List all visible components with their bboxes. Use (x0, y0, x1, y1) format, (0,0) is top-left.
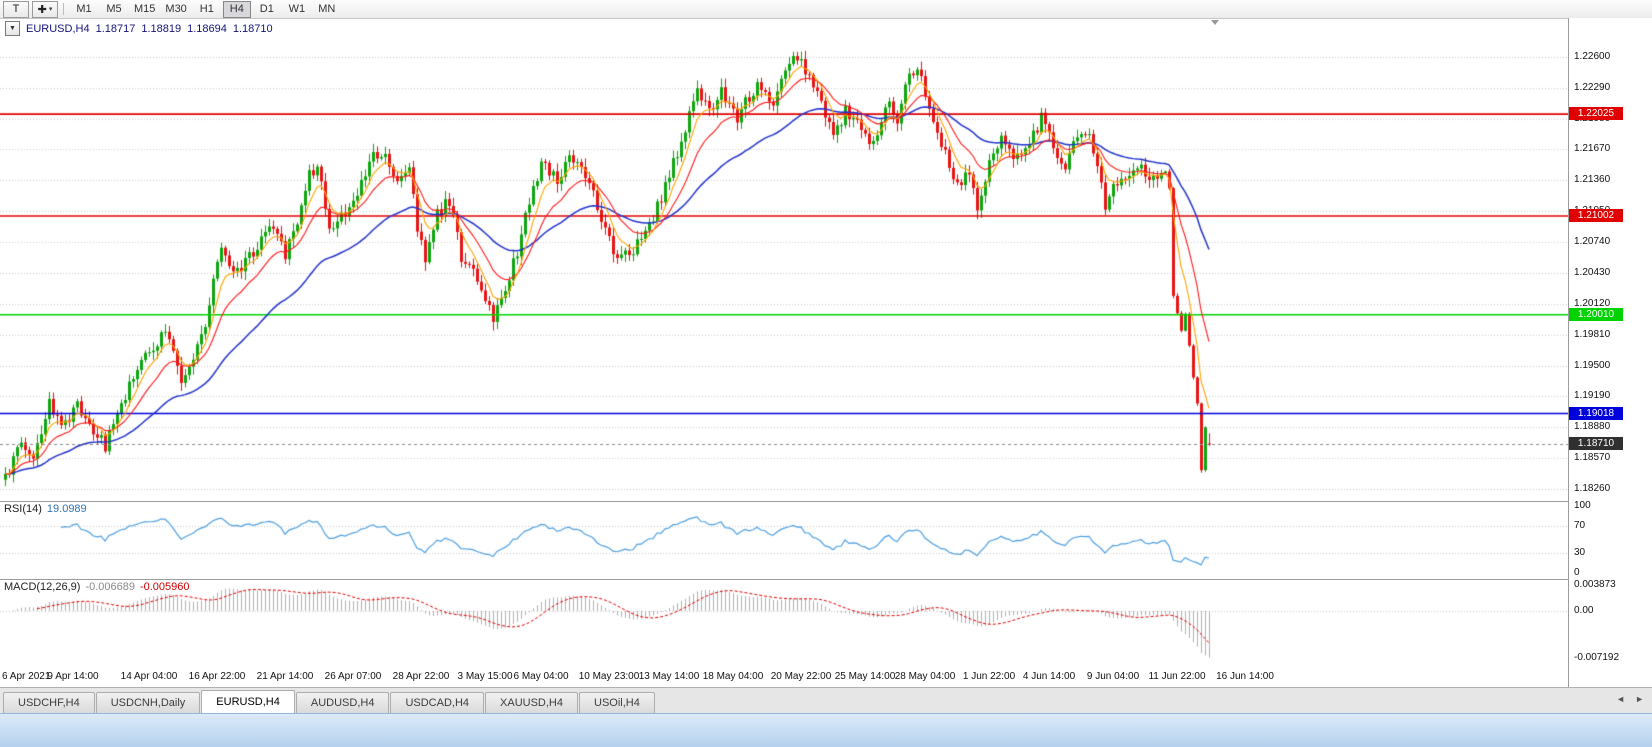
rsi-name: RSI(14) (4, 503, 42, 515)
macd-caption: MACD(12,26,9) -0.006689 -0.005960 (4, 581, 190, 593)
price-axis-label: 1.22600 (1574, 50, 1611, 62)
tools-button[interactable]: T (3, 0, 29, 18)
time-axis-label: 13 May 14:00 (638, 671, 700, 682)
pane-splitter[interactable] (0, 579, 1652, 580)
price-axis[interactable]: 1.226001.222901.219801.216701.213601.210… (1569, 18, 1652, 687)
one-click-trading-button[interactable]: ▼ (5, 21, 20, 36)
time-axis-label: 26 Apr 07:00 (324, 671, 382, 682)
rsi-axis-label: 100 (1574, 500, 1591, 511)
quote-open: 1.18717 (95, 22, 136, 35)
time-axis-label: 28 May 04:00 (894, 671, 956, 682)
timeframe-m15[interactable]: M15 (134, 3, 156, 15)
time-axis-label: 28 Apr 22:00 (392, 671, 450, 682)
symbol-label: EURUSD,H4 (26, 22, 90, 35)
rsi-axis-label: 0 (1574, 567, 1580, 578)
price-level-tag: 1.20010 (1569, 307, 1623, 321)
crosshair-icon: ✚ (37, 3, 47, 16)
price-axis-label: 1.19190 (1574, 390, 1611, 402)
time-axis-label: 16 Apr 22:00 (188, 671, 246, 682)
tab-scroll-right[interactable]: ► (1635, 694, 1644, 704)
time-axis-label: 4 Jun 14:00 (1022, 671, 1076, 682)
price-axis-label: 1.19810 (1574, 328, 1611, 340)
rsi-caption: RSI(14) 19.0989 (4, 503, 87, 515)
price-axis-label: 1.20430 (1574, 266, 1611, 278)
chart-shift-marker[interactable] (1211, 20, 1219, 25)
rsi-value: 19.0989 (46, 503, 87, 515)
price-axis-label: 1.20740 (1574, 236, 1611, 248)
time-axis-label: 14 Apr 04:00 (120, 671, 178, 682)
cursor-tool-button[interactable]: ✚ ▾ (32, 0, 58, 18)
quote-close: 1.18710 (232, 22, 273, 35)
chart-ohlc-header: ▼ EURUSD,H4 1.18717 1.18819 1.18694 1.18… (5, 21, 273, 36)
price-axis-label: 1.18570 (1574, 452, 1611, 464)
tab-usdchf-h4[interactable]: USDCHF,H4 (3, 692, 95, 713)
time-axis-label: 11 Jun 22:00 (1148, 671, 1206, 682)
time-axis-label: 16 Jun 14:00 (1216, 671, 1274, 682)
time-axis-label: 9 Apr 14:00 (47, 671, 99, 682)
timeframe-h1[interactable]: H1 (199, 3, 214, 15)
price-level-tag: 1.19018 (1569, 406, 1623, 420)
macd-axis-label: 0.00 (1574, 604, 1594, 616)
price-pane[interactable] (0, 18, 1568, 501)
time-axis-label: 25 May 14:00 (834, 671, 896, 682)
macd-pane[interactable] (0, 579, 1568, 668)
tab-usdcad-h4[interactable]: USDCAD,H4 (390, 692, 485, 713)
toolbar-separator (63, 3, 64, 15)
time-axis-label: 6 Apr 2021 (2, 671, 51, 682)
macd-axis-label: 0.003873 (1574, 579, 1616, 591)
timeframe-d1[interactable]: D1 (259, 3, 274, 15)
rsi-pane[interactable] (0, 501, 1568, 579)
price-axis-label: 1.18880 (1574, 421, 1611, 433)
price-axis-border (1568, 18, 1569, 687)
timeframe-mn[interactable]: MN (318, 3, 336, 15)
time-axis-label: 6 May 04:00 (513, 671, 569, 682)
time-axis-label: 3 May 15:00 (457, 671, 513, 682)
tab-scroll-controls: ◄ ► (1616, 694, 1644, 704)
price-axis-label: 1.19500 (1574, 359, 1611, 371)
macd-name: MACD(12,26,9) (4, 581, 81, 593)
rsi-axis-label: 30 (1574, 546, 1586, 558)
time-axis-label: 10 May 23:00 (578, 671, 640, 682)
macd-main-value: -0.006689 (85, 581, 135, 593)
timeframe-m30[interactable]: M30 (165, 3, 187, 15)
quote-high: 1.18819 (141, 22, 182, 35)
toolbar: T ✚ ▾ M1 M5 M15 M30 H1 H4 D1 W1 MN (0, 0, 1652, 19)
quote-low: 1.18694 (187, 22, 227, 35)
chart-canvas[interactable] (0, 18, 1568, 668)
tab-usoil-h4[interactable]: USOil,H4 (579, 692, 655, 713)
rsi-axis-label: 70 (1574, 520, 1586, 532)
price-axis-label: 1.18260 (1574, 483, 1611, 495)
current-price-tag: 1.18710 (1569, 437, 1623, 451)
chart-tabs-bar: USDCHF,H4 USDCNH,Daily EURUSD,H4 AUDUSD,… (0, 687, 1652, 713)
tab-audusd-h4[interactable]: AUDUSD,H4 (295, 692, 390, 713)
price-axis-label: 1.22290 (1574, 81, 1611, 93)
price-axis-label: 1.21670 (1574, 143, 1611, 155)
time-axis-label: 20 May 22:00 (770, 671, 832, 682)
price-level-tag: 1.21002 (1569, 208, 1623, 222)
tab-xauusd-h4[interactable]: XAUUSD,H4 (485, 692, 578, 713)
timeframe-w1[interactable]: W1 (288, 3, 306, 15)
time-axis[interactable]: 6 Apr 2021 9 Apr 14:00 14 Apr 04:00 16 Apr … (0, 668, 1568, 687)
timeframe-h4[interactable]: H4 (222, 0, 251, 18)
bottom-strip (0, 713, 1652, 747)
tab-eurusd-h4[interactable]: EURUSD,H4 (201, 690, 295, 713)
tab-scroll-left[interactable]: ◄ (1616, 694, 1626, 704)
price-axis-label: 1.21360 (1574, 174, 1611, 186)
price-axis-label: 1.20120 (1574, 297, 1611, 309)
pane-splitter[interactable] (0, 501, 1652, 502)
tab-usdcnh-daily[interactable]: USDCNH,Daily (95, 692, 201, 713)
time-axis-label: 21 Apr 14:00 (256, 671, 314, 682)
time-axis-label: 18 May 04:00 (702, 671, 764, 682)
price-level-tag: 1.22025 (1569, 107, 1623, 121)
macd-signal-value: -0.005960 (139, 581, 190, 593)
timeframe-m5[interactable]: M5 (106, 3, 122, 15)
chevron-down-icon: ▾ (48, 6, 53, 13)
time-axis-label: 1 Jun 22:00 (962, 671, 1016, 682)
macd-axis-label: -0.007192 (1574, 652, 1620, 664)
time-axis-label: 9 Jun 04:00 (1086, 671, 1140, 682)
timeframe-m1[interactable]: M1 (76, 3, 92, 15)
